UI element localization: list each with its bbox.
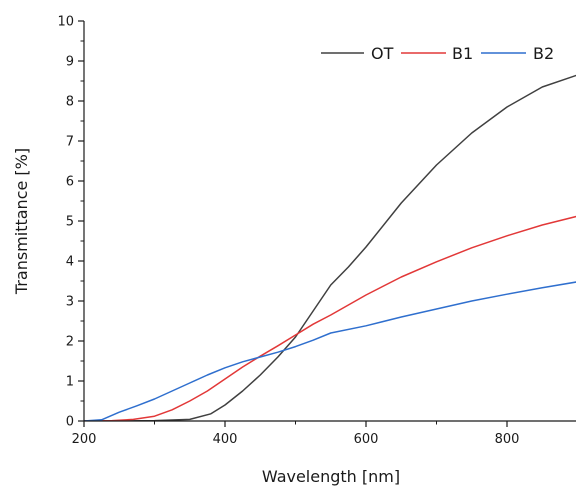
legend-label-b2: B2 <box>533 44 554 63</box>
series-layer <box>84 74 576 421</box>
axes-layer: 0 1 2 3 4 5 6 7 8 9 10 200 400 600 800 <box>57 15 576 447</box>
y-tick-label: 9 <box>66 55 74 70</box>
y-tick-label: 8 <box>66 95 74 110</box>
y-tick-label: 0 <box>66 415 74 430</box>
y-tick-label: 10 <box>57 15 74 30</box>
series-line-b2 <box>84 281 576 421</box>
x-axis-title: Wavelength [nm] <box>262 467 400 486</box>
x-tick-label: 600 <box>354 432 379 447</box>
x-tick-label: 200 <box>72 432 97 447</box>
y-tick-label: 6 <box>66 175 74 190</box>
legend-label-ot: OT <box>371 44 394 63</box>
y-tick-label: 3 <box>66 295 74 310</box>
series-line-ot <box>84 74 576 421</box>
y-tick-label: 5 <box>66 215 74 230</box>
x-tick-label: 400 <box>213 432 238 447</box>
y-tick-label: 7 <box>66 135 74 150</box>
y-axis-title: Transmittance [%] <box>12 148 31 295</box>
x-tick-label: 800 <box>495 432 520 447</box>
y-tick-label: 1 <box>66 375 74 390</box>
legend: OT B1 B2 <box>321 44 554 63</box>
y-tick-label: 2 <box>66 335 74 350</box>
series-line-b1 <box>84 215 576 421</box>
legend-label-b1: B1 <box>452 44 473 63</box>
y-tick-label: 4 <box>66 255 74 270</box>
